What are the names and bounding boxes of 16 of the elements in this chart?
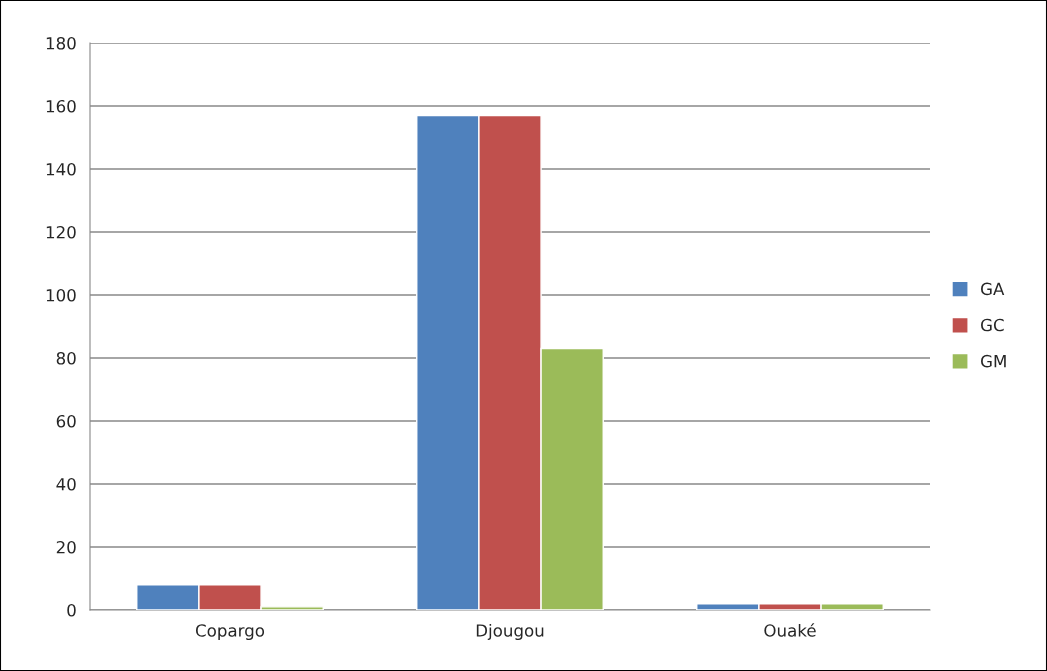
x-tick-label: Djougou bbox=[476, 623, 544, 641]
y-tick-label: 60 bbox=[56, 414, 76, 428]
y-tick-label: 180 bbox=[46, 36, 76, 50]
y-tick-label: 20 bbox=[56, 540, 76, 554]
x-tick-label: Ouaké bbox=[764, 623, 816, 637]
y-tick-label: 80 bbox=[56, 351, 76, 365]
legend-label: GC bbox=[981, 318, 1004, 332]
y-tick-label: 120 bbox=[46, 225, 76, 239]
legend-label: GM bbox=[981, 354, 1006, 368]
y-tick-label: 160 bbox=[46, 99, 76, 113]
legend-label: GA bbox=[981, 282, 1005, 296]
y-tick-label: 0 bbox=[67, 603, 76, 617]
x-tick-label: Copargo bbox=[195, 624, 265, 641]
y-tick-label: 40 bbox=[56, 477, 76, 491]
y-tick-label: 140 bbox=[46, 162, 76, 176]
y-tick-label: 100 bbox=[46, 288, 76, 302]
